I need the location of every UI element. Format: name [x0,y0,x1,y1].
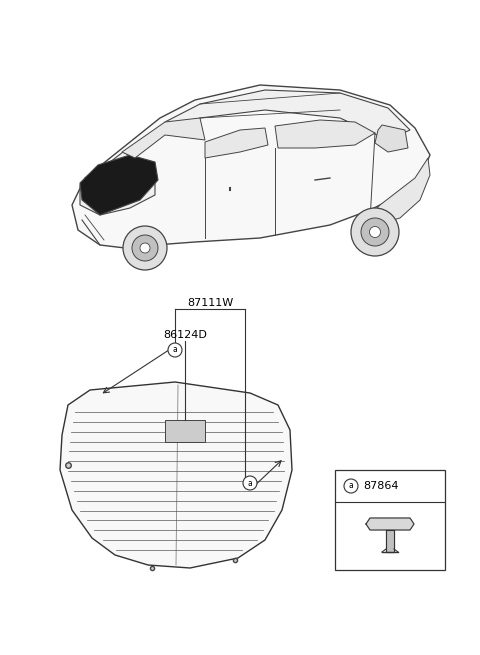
Text: 87864: 87864 [363,481,398,491]
Circle shape [361,218,389,246]
Polygon shape [366,518,414,530]
Polygon shape [370,158,430,225]
Circle shape [243,476,257,490]
Circle shape [168,343,182,357]
Bar [335,470,445,570]
Text: a: a [248,479,252,487]
Circle shape [132,235,158,261]
Text: 86124D: 86124D [163,330,207,340]
Polygon shape [80,155,158,215]
Text: a: a [173,345,178,354]
Polygon shape [72,85,430,248]
Circle shape [123,226,167,270]
Polygon shape [386,530,394,552]
Polygon shape [375,125,408,152]
Polygon shape [275,120,375,148]
Circle shape [351,208,399,256]
Polygon shape [122,118,205,158]
Bar [165,420,205,442]
Circle shape [140,243,150,253]
Text: a: a [348,481,353,491]
Polygon shape [205,128,268,158]
Polygon shape [165,90,410,140]
Circle shape [370,227,381,238]
Text: 87111W: 87111W [187,298,233,308]
Polygon shape [80,152,155,215]
Polygon shape [60,382,292,568]
Circle shape [344,479,358,493]
